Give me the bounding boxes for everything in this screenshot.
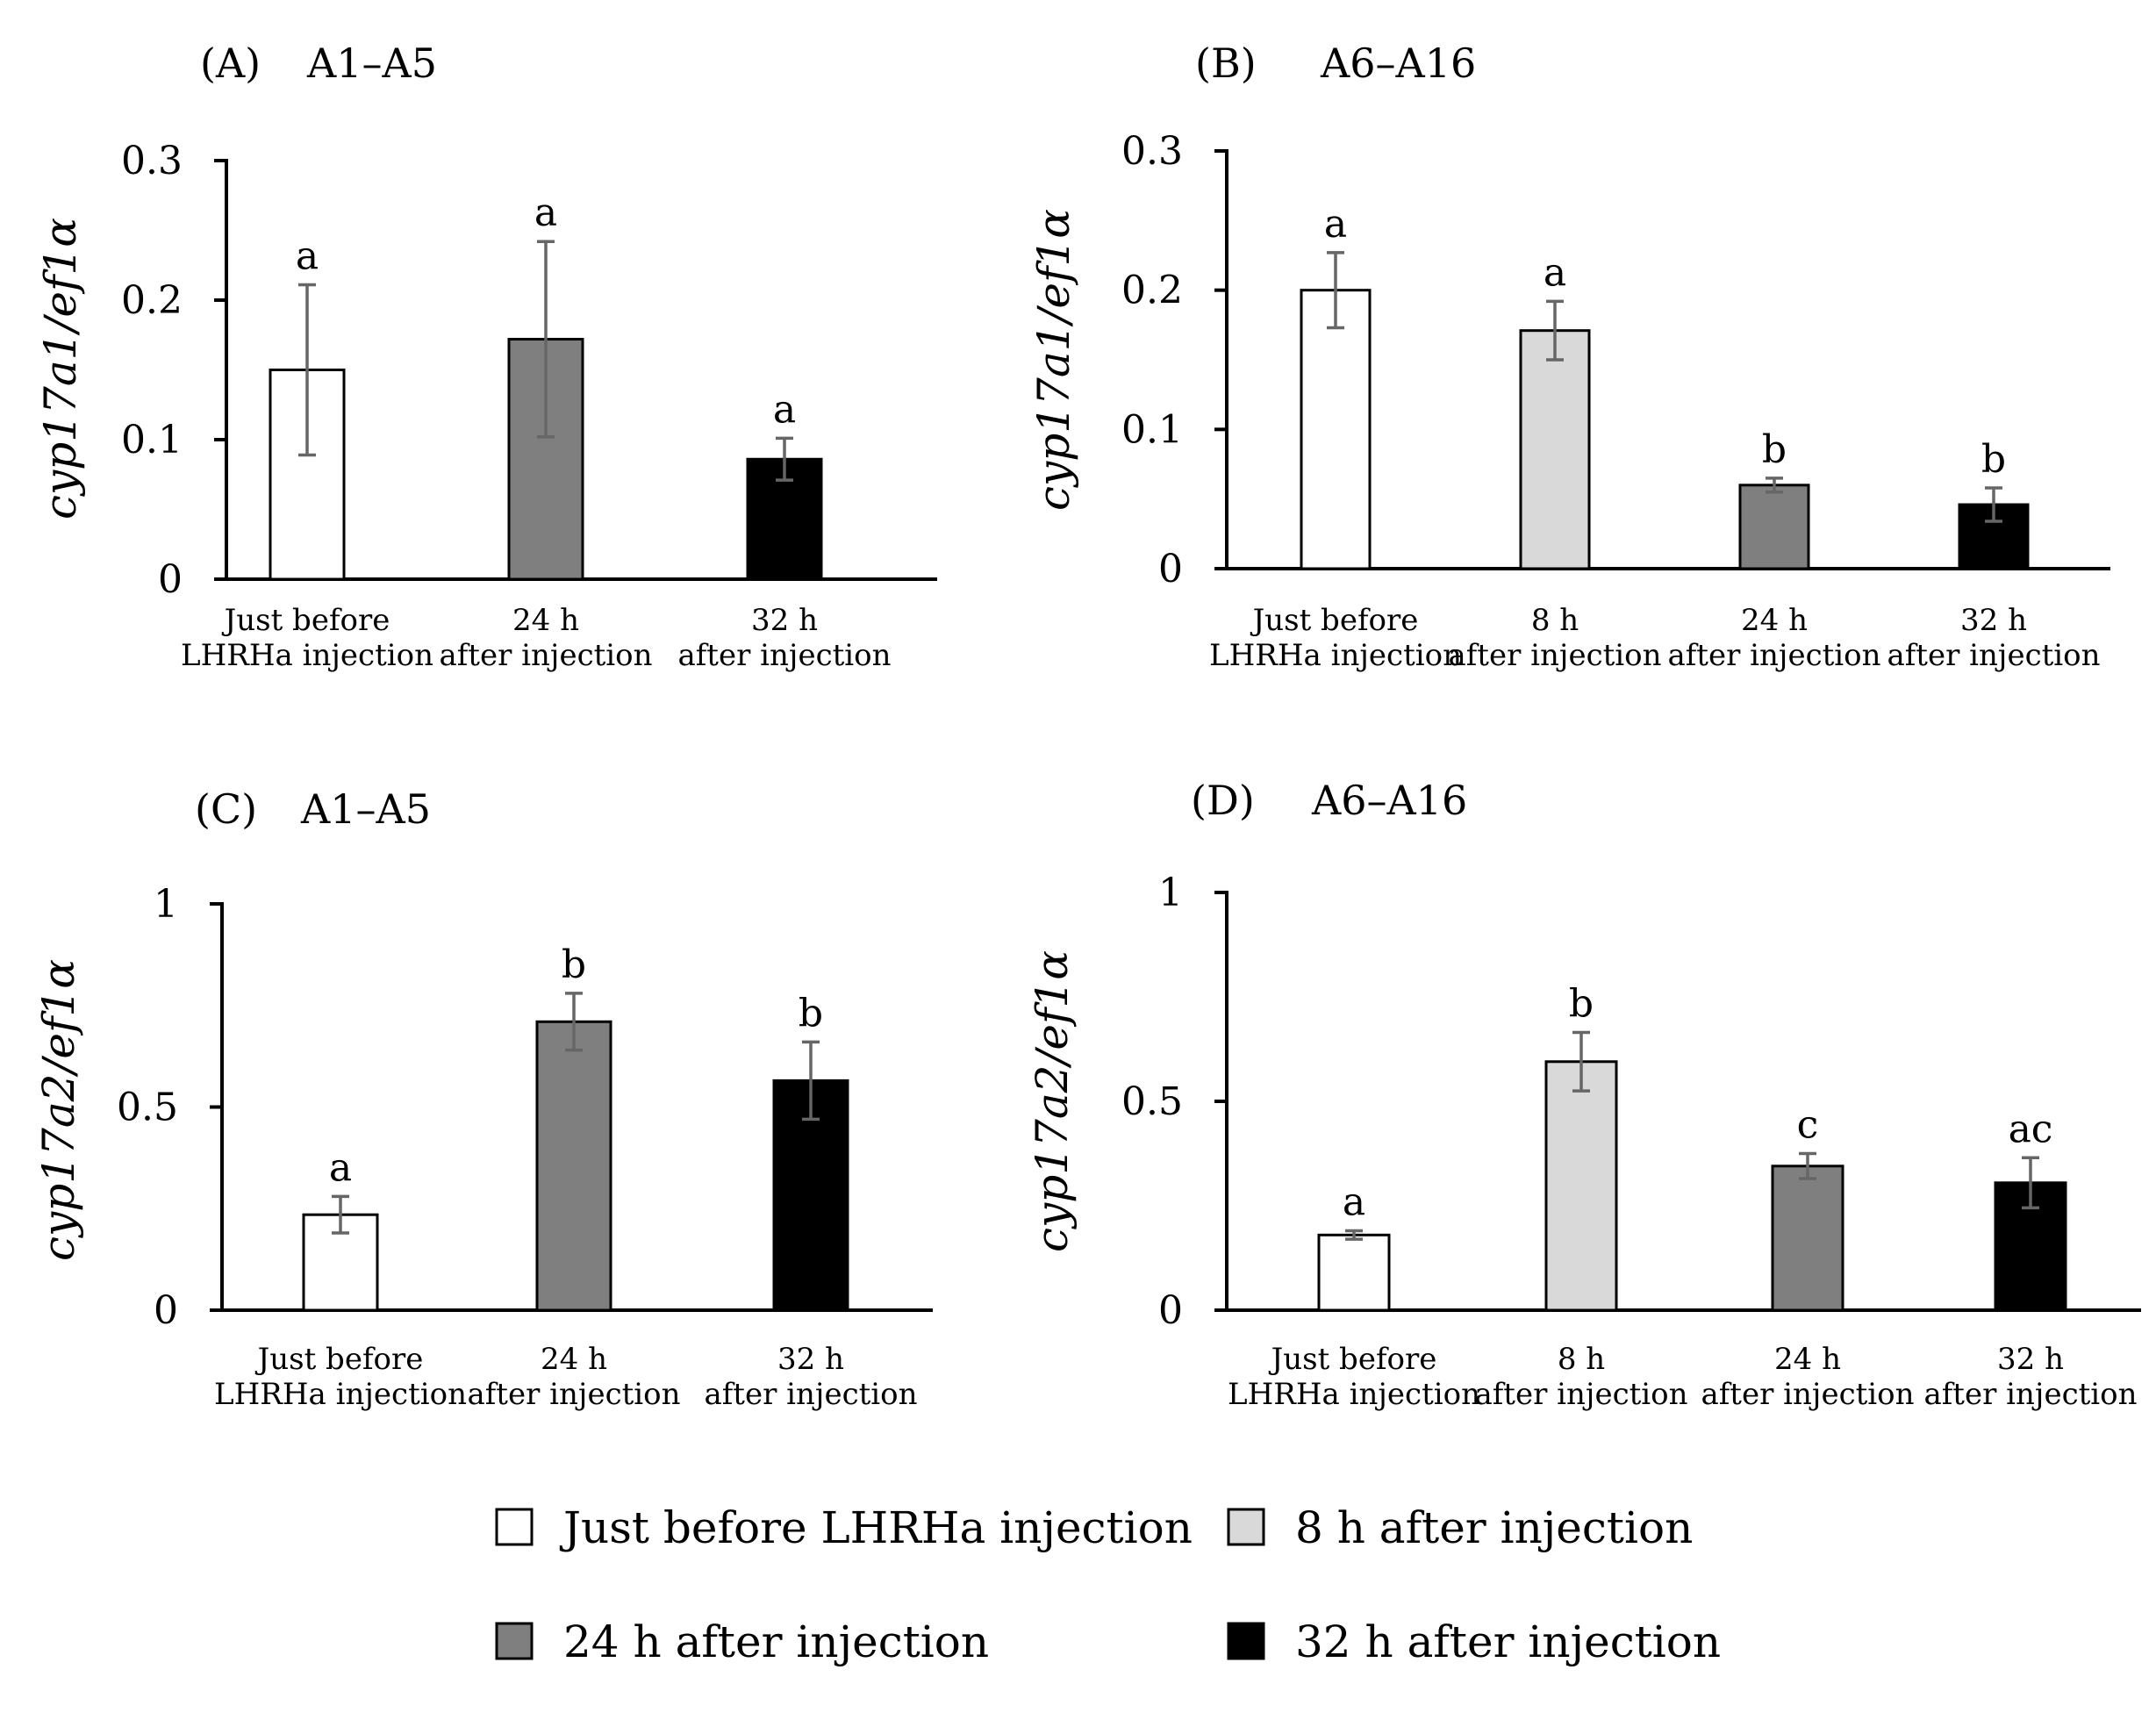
bar [1738, 484, 1810, 570]
x-tick-label-line1: 8 h [1558, 1342, 1605, 1377]
bar [1317, 1233, 1391, 1312]
bar [1519, 329, 1591, 570]
x-tick-label-line1: Just before [1269, 1342, 1437, 1377]
panel-label: (B) [1195, 39, 1257, 87]
x-tick-label-line2: after injection [1448, 638, 1661, 673]
significance-letter: c [1797, 1103, 1819, 1148]
x-tick-label-line1: 32 h [777, 1342, 844, 1377]
x-tick-label-line2: LHRHa injection [1209, 638, 1462, 673]
y-axis-label: cyp17a1/ef1α [35, 218, 86, 520]
x-tick-label-line2: after injection [1923, 1377, 2137, 1412]
y-tick-label: 0.2 [121, 278, 183, 323]
y-tick-label: 1 [1158, 871, 1183, 915]
legend-label: Just before LHRHa injection [559, 1502, 1193, 1553]
significance-letter: ac [2009, 1107, 2053, 1151]
panel-title: A6–A16 [1311, 777, 1467, 824]
significance-letter: b [1762, 427, 1787, 472]
bar [1544, 1060, 1618, 1312]
legend-swatch [495, 1622, 534, 1660]
panel-label: (A) [200, 39, 261, 87]
significance-letter: b [799, 991, 823, 1036]
y-axis-label: cyp17a2/ef1α [33, 959, 84, 1261]
legend-item: 32 h after injection [1227, 1616, 1721, 1667]
x-tick-label-line1: 24 h [1741, 603, 1808, 638]
panel-title: A1–A5 [306, 39, 437, 87]
x-tick-label-line2: after injection [1474, 1377, 1687, 1412]
x-tick-label-line2: LHRHa injection [214, 1377, 467, 1412]
y-tick-label: 0.2 [1121, 269, 1183, 313]
legend-swatch [495, 1508, 534, 1546]
y-tick-label: 0.3 [1121, 129, 1183, 174]
x-tick-label-line2: after injection [677, 638, 891, 673]
x-tick-label-line1: 24 h [541, 1342, 607, 1377]
y-tick-label: 0.5 [117, 1086, 178, 1130]
significance-letter: a [534, 190, 557, 235]
legend-item: 8 h after injection [1227, 1502, 1693, 1553]
significance-letter: a [1343, 1180, 1365, 1225]
significance-letter: a [329, 1145, 352, 1190]
legend-swatch [1227, 1508, 1265, 1546]
x-tick-label-line2: LHRHa injection [1228, 1377, 1480, 1412]
legend: Just before LHRHa injection 8 h after inj… [495, 1502, 1721, 1667]
x-tick-label-line2: after injection [1701, 1377, 1914, 1412]
y-tick-label: 0 [1158, 1288, 1183, 1333]
chart-panel-b: (B) A6–A16 cyp17a1/ef1α 0 0.1 0.2 0.3 a Just bef… [1028, 39, 2110, 673]
panel-label: (D) [1191, 777, 1255, 824]
y-tick-label: 0.1 [1121, 407, 1183, 452]
x-tick-label-line1: 24 h [1774, 1342, 1841, 1377]
significance-letter: a [1324, 202, 1347, 247]
bar [1300, 289, 1372, 570]
significance-letter: b [1569, 981, 1594, 1026]
significance-letter: b [1981, 437, 2006, 482]
legend-item: Just before LHRHa injection [495, 1502, 1193, 1553]
chart-panel-d: (D) A6–A16 cyp17a2/ef1α 0 0.5 1 a Just beforeLH… [1027, 777, 2141, 1412]
x-tick-label-line1: Just before [255, 1342, 424, 1377]
legend-label: 24 h after injection [563, 1616, 989, 1667]
panel-label: (C) [195, 785, 257, 833]
y-tick-label: 0.5 [1121, 1079, 1183, 1124]
y-tick-label: 0 [1158, 547, 1183, 591]
x-tick-label-line2: after injection [467, 1377, 680, 1412]
x-tick-label-line2: after injection [1667, 638, 1880, 673]
legend-item: 24 h after injection [495, 1616, 989, 1667]
y-axis-label: cyp17a2/ef1α [1027, 950, 1078, 1252]
legend-label: 32 h after injection [1295, 1616, 1721, 1667]
x-tick-label-line1: 32 h [751, 603, 818, 638]
x-tick-label-line1: Just before [222, 603, 390, 638]
x-tick-label-line1: 24 h [512, 603, 579, 638]
significance-letter: b [562, 942, 586, 987]
x-tick-label-line2: LHRHa injection [181, 638, 433, 673]
legend-swatch [1227, 1622, 1265, 1660]
y-axis-label: cyp17a1/ef1α [1028, 209, 1079, 511]
significance-letter: a [296, 234, 319, 279]
x-tick-label-line1: 32 h [1997, 1342, 2064, 1377]
significance-letter: a [773, 387, 796, 432]
x-tick-label-line2: after injection [704, 1377, 917, 1412]
legend-label: 8 h after injection [1295, 1502, 1693, 1553]
panel-title: A1–A5 [300, 785, 431, 833]
x-tick-label-line1: 32 h [1960, 603, 2027, 638]
x-tick-label-line1: 8 h [1531, 603, 1579, 638]
chart-panel-c: (C) A1–A5 cyp17a2/ef1α 0 0.5 1 a Just beforeLHR… [33, 785, 933, 1412]
bar [535, 1020, 612, 1312]
y-tick-label: 0.3 [121, 139, 183, 183]
significance-letter: a [1544, 250, 1566, 295]
x-tick-label-line1: Just before [1250, 603, 1419, 638]
chart-panel-a: (A) A1–A5 cyp17a1/ef1α 0 0.1 0.2 0.3 a Just befo… [35, 39, 937, 673]
x-tick-label-line2: after injection [439, 638, 652, 673]
y-tick-label: 1 [154, 882, 178, 927]
bar [1771, 1165, 1844, 1312]
y-tick-label: 0 [154, 1288, 178, 1333]
x-tick-label-line2: after injection [1887, 638, 2100, 673]
y-tick-label: 0.1 [121, 418, 183, 462]
y-tick-label: 0 [158, 557, 183, 602]
panel-title: A6–A16 [1320, 39, 1476, 87]
